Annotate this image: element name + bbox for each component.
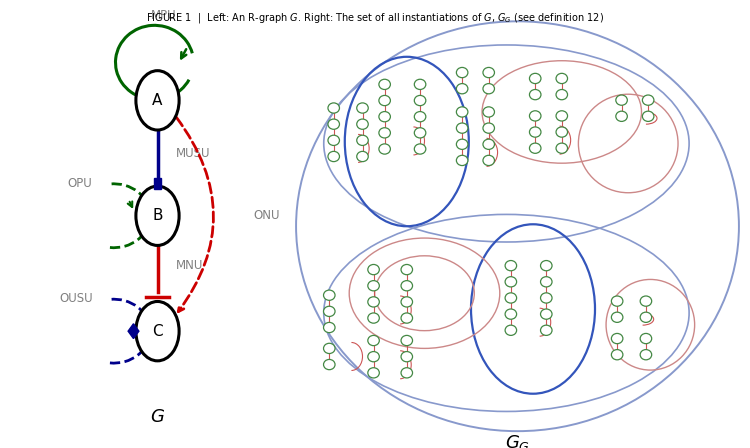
Circle shape bbox=[357, 103, 368, 113]
Circle shape bbox=[541, 277, 552, 287]
Circle shape bbox=[556, 143, 568, 153]
Circle shape bbox=[457, 155, 468, 166]
Circle shape bbox=[368, 368, 380, 378]
Circle shape bbox=[328, 119, 340, 129]
Circle shape bbox=[357, 135, 368, 146]
Text: OUSU: OUSU bbox=[60, 292, 93, 305]
Text: MPU: MPU bbox=[151, 9, 176, 22]
Text: OPU: OPU bbox=[68, 177, 92, 190]
Circle shape bbox=[401, 280, 412, 291]
Polygon shape bbox=[128, 324, 139, 339]
Circle shape bbox=[643, 111, 654, 121]
Circle shape bbox=[640, 333, 652, 344]
Circle shape bbox=[643, 95, 654, 105]
Circle shape bbox=[505, 261, 517, 271]
Circle shape bbox=[483, 107, 494, 117]
Circle shape bbox=[530, 73, 541, 84]
Circle shape bbox=[328, 151, 340, 162]
Circle shape bbox=[541, 293, 552, 303]
Text: $G$: $G$ bbox=[150, 408, 165, 426]
Circle shape bbox=[616, 111, 627, 121]
Text: MUSU: MUSU bbox=[176, 147, 210, 160]
Circle shape bbox=[357, 151, 368, 162]
Circle shape bbox=[640, 296, 652, 306]
Circle shape bbox=[368, 264, 380, 275]
Circle shape bbox=[541, 309, 552, 319]
Circle shape bbox=[368, 352, 380, 362]
Circle shape bbox=[457, 123, 468, 133]
Circle shape bbox=[323, 290, 335, 300]
Circle shape bbox=[483, 123, 494, 133]
Text: A: A bbox=[152, 93, 163, 108]
Text: B: B bbox=[152, 208, 163, 223]
Circle shape bbox=[323, 359, 335, 370]
Circle shape bbox=[379, 144, 391, 154]
Circle shape bbox=[483, 84, 494, 94]
Circle shape bbox=[323, 306, 335, 316]
Circle shape bbox=[530, 111, 541, 121]
Circle shape bbox=[401, 297, 412, 307]
Circle shape bbox=[401, 352, 412, 362]
Text: ONU: ONU bbox=[254, 209, 280, 222]
Circle shape bbox=[401, 368, 412, 378]
Circle shape bbox=[379, 112, 391, 122]
Circle shape bbox=[556, 90, 568, 100]
Circle shape bbox=[505, 325, 517, 336]
Circle shape bbox=[136, 186, 179, 246]
Circle shape bbox=[611, 312, 623, 323]
Circle shape bbox=[556, 111, 568, 121]
Circle shape bbox=[483, 68, 494, 78]
Circle shape bbox=[328, 135, 340, 146]
Circle shape bbox=[401, 264, 412, 275]
Circle shape bbox=[323, 323, 335, 332]
Circle shape bbox=[136, 71, 179, 130]
Text: MNU: MNU bbox=[176, 258, 202, 272]
Circle shape bbox=[640, 349, 652, 360]
Circle shape bbox=[611, 296, 623, 306]
Circle shape bbox=[611, 333, 623, 344]
Circle shape bbox=[505, 277, 517, 287]
Circle shape bbox=[328, 103, 340, 113]
Circle shape bbox=[368, 280, 380, 291]
Circle shape bbox=[357, 119, 368, 129]
Circle shape bbox=[401, 336, 412, 346]
Circle shape bbox=[136, 302, 179, 361]
Circle shape bbox=[414, 95, 426, 106]
Bar bbox=[154, 178, 161, 189]
Text: C: C bbox=[152, 323, 163, 339]
Circle shape bbox=[541, 261, 552, 271]
Circle shape bbox=[611, 349, 623, 360]
Circle shape bbox=[457, 84, 468, 94]
Circle shape bbox=[530, 143, 541, 153]
Circle shape bbox=[541, 325, 552, 336]
Circle shape bbox=[457, 68, 468, 78]
Circle shape bbox=[368, 313, 380, 323]
Circle shape bbox=[556, 73, 568, 84]
Circle shape bbox=[379, 128, 391, 138]
Circle shape bbox=[483, 155, 494, 166]
Circle shape bbox=[368, 297, 380, 307]
Circle shape bbox=[414, 112, 426, 122]
Circle shape bbox=[530, 127, 541, 137]
Circle shape bbox=[323, 343, 335, 353]
Circle shape bbox=[640, 312, 652, 323]
Circle shape bbox=[483, 139, 494, 149]
Circle shape bbox=[401, 313, 412, 323]
Circle shape bbox=[556, 127, 568, 137]
Circle shape bbox=[379, 79, 391, 90]
Text: $G_G$: $G_G$ bbox=[505, 433, 530, 448]
Circle shape bbox=[505, 293, 517, 303]
Circle shape bbox=[616, 95, 627, 105]
Circle shape bbox=[530, 90, 541, 100]
Circle shape bbox=[414, 128, 426, 138]
Circle shape bbox=[457, 139, 468, 149]
Text: FIGURE 1  |  Left: An R-graph $G$. Right: The set of all instantiations of $G$, : FIGURE 1 | Left: An R-graph $G$. Right: … bbox=[146, 11, 604, 25]
Circle shape bbox=[368, 336, 380, 346]
Circle shape bbox=[379, 95, 391, 106]
Circle shape bbox=[414, 144, 426, 154]
Circle shape bbox=[505, 309, 517, 319]
Circle shape bbox=[414, 79, 426, 90]
Circle shape bbox=[457, 107, 468, 117]
